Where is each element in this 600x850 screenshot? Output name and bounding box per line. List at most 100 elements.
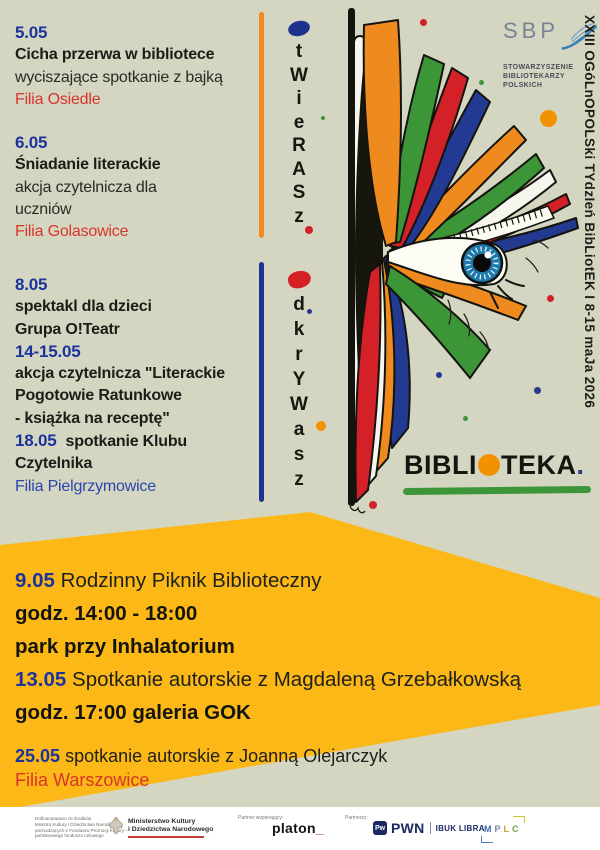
sbp-logo: SBP STOWARZYSZENIE BIBLIOTEKARZY POLSKIC… [503, 20, 598, 90]
decor-dot [305, 226, 313, 234]
orange-o-circle [478, 454, 500, 476]
program-main: 9.05 Rodzinny Piknik Biblioteczny godz. … [15, 564, 521, 729]
decor-dot [540, 110, 557, 127]
decor-dot [369, 501, 377, 509]
biblioteka-wordmark: BIBLI TEKA. [404, 450, 585, 481]
vertical-letter: r [295, 344, 303, 365]
eagle-emblem-icon [109, 816, 123, 835]
vertical-letter: S [292, 182, 306, 203]
event-location: Filia Pielgrzymowice [15, 477, 156, 495]
event-line: Grupa O!Teatr [15, 320, 120, 338]
vertical-word-otwierasz: t W i e R A S z [283, 18, 315, 228]
mplc-bracket-top [512, 816, 525, 823]
funding-line: Ministra Kultury i Dziedzictwa Narodoweg… [35, 821, 123, 827]
program-line: park przy Inhalatorium [15, 635, 235, 658]
sbp-acronym: SBP [503, 18, 560, 43]
platon-logo: platon_ [272, 820, 324, 836]
pwn-name: PWN [391, 820, 425, 836]
mplc-letter: L [503, 824, 513, 834]
program-line: 25.05 spotkanie autorskie z Joanną Oleja… [15, 744, 387, 768]
vertical-letter: z [294, 205, 304, 227]
supporting-partner-label: Partner wspierający: [238, 815, 284, 821]
platon-underscore: _ [315, 820, 324, 836]
decor-dot [316, 421, 326, 431]
divider-navy [259, 262, 264, 502]
ministry-line: i Dziedzictwa Narodowego [128, 826, 214, 833]
decor-dot [463, 416, 468, 421]
ministry-underline [128, 836, 204, 838]
program-text: Spotkanie autorskie z Magdaleną Grzebałk… [72, 668, 521, 691]
program-text: spotkanie autorskie z Joanną Olejarczyk [65, 746, 388, 766]
vertical-letter: k [293, 319, 305, 340]
event-date: 5.05 [15, 23, 48, 42]
event-subtitle: wyciszające spotkanie z bajką [15, 68, 223, 86]
vertical-letter: i [296, 88, 302, 109]
event-date: 18.05 [15, 431, 57, 451]
mplc-logo: MPLC [481, 816, 525, 843]
event-line: - książka na receptę" [15, 409, 170, 427]
program-late: 25.05 spotkanie autorskie z Joanną Oleja… [15, 744, 387, 792]
event-block-3: 8.05 spektakl dla dzieci Grupa O!Teatr 1… [15, 274, 265, 498]
event-title: Cicha przerwa w bibliotece [15, 46, 215, 64]
vertical-letter: a [293, 419, 305, 440]
vertical-letter: z [294, 469, 304, 490]
pwn-ibuk-libra-logo: Pw PWN IBUK LIBRA [373, 820, 485, 836]
decor-dot [547, 295, 554, 302]
event-line: spektakl dla dzieci [15, 298, 152, 316]
program-date: 25.05 [15, 746, 61, 766]
vertical-letter: e [293, 111, 305, 133]
mplc-letter: P [494, 824, 504, 834]
event-date: 6.05 [15, 133, 48, 152]
program-date: 9.05 [15, 569, 55, 592]
event-location: Filia Osiedle [15, 90, 101, 108]
event-line: akcja czytelnicza "Literackie [15, 365, 225, 383]
ibuk-libra-name: IBUK LIBRA [435, 823, 485, 833]
program-line: godz. 17:00 galeria GOK [15, 701, 251, 724]
vertical-letter: W [290, 64, 308, 86]
decor-dot [420, 19, 427, 26]
funding-note: Dofinansowano ze środków Ministra Kultur… [35, 816, 128, 839]
letter-o-red-blob [285, 268, 313, 291]
event-subtitle: uczniów [15, 200, 72, 218]
book-eye-illustration [348, 8, 579, 514]
program-line: 13.05 Spotkanie autorskie z Magdaleną Gr… [15, 663, 521, 696]
footer: Dofinansowano ze środków Ministra Kultur… [0, 807, 600, 850]
event-line: Czytelnika [15, 455, 93, 473]
program-location: Filia Warszowice [15, 770, 150, 790]
vertical-word-odkrywasz: d k r Y W a s z [283, 268, 315, 492]
partners-label: Partnerzy: [345, 815, 368, 821]
biblioteka-part2: TEKA [501, 450, 577, 480]
decor-dot [479, 80, 484, 85]
vertical-letter: R [292, 135, 306, 156]
vertical-letter: s [293, 444, 305, 465]
platon-name: platon [272, 820, 316, 836]
mplc-letter: C [512, 824, 522, 834]
edition-banner: XXIII OGóLnOPOLSki TYdzIeń BibLiotEK I 8… [582, 15, 597, 409]
event-block-2: 6.05 Śniadanie literackie akcja czytelni… [15, 132, 265, 243]
sbp-org-line: STOWARZYSZENIE [503, 64, 574, 71]
event-title: spotkanie Klubu [65, 433, 188, 451]
event-line: Pogotowie Ratunkowe [15, 387, 182, 405]
mplc-letter: M [484, 824, 495, 834]
event-line: 18.05 spotkanie Klubu [15, 430, 265, 453]
sbp-swoosh-icon [561, 23, 598, 51]
event-date: 14-15.05 [15, 341, 81, 361]
event-date: 8.05 [15, 275, 48, 294]
program-text: Rodzinny Piknik Biblioteczny [60, 569, 322, 592]
ministry-logo: Ministerstwo Kultury i Dziedzictwa Narod… [128, 818, 213, 838]
decor-dot [307, 309, 312, 314]
funding-line: państwowego funduszu celowego [35, 833, 104, 839]
funding-line: pochodzących z Funduszu Promocji Kultury… [35, 827, 128, 833]
program-line: godz. 14:00 - 18:00 [15, 602, 198, 625]
ministry-line: Ministerstwo Kultury [128, 818, 196, 825]
decor-dot [534, 387, 541, 394]
event-block-1: 5.05 Cicha przerwa w bibliotece wyciszaj… [15, 22, 265, 111]
event-subtitle: akcja czytelnicza dla [15, 178, 157, 196]
letter-o-navy-oval [286, 18, 312, 39]
decor-dot [321, 116, 325, 120]
vertical-letter: t [295, 41, 303, 62]
vertical-letter: d [293, 294, 305, 315]
mplc-bracket-bottom [481, 836, 493, 843]
program-line: 9.05 Rodzinny Piknik Biblioteczny [15, 564, 521, 597]
